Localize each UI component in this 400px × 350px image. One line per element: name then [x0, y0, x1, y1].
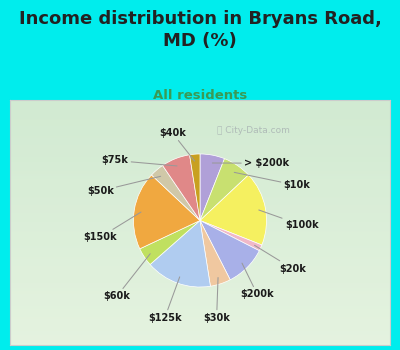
Wedge shape — [152, 166, 200, 220]
Wedge shape — [190, 154, 200, 220]
Text: $60k: $60k — [104, 254, 150, 301]
Wedge shape — [200, 154, 224, 220]
Text: $200k: $200k — [240, 263, 274, 299]
Wedge shape — [163, 155, 200, 220]
Wedge shape — [150, 220, 210, 287]
Text: $75k: $75k — [102, 155, 177, 166]
Wedge shape — [200, 159, 248, 220]
Text: ⓘ City-Data.com: ⓘ City-Data.com — [217, 126, 290, 135]
Text: Income distribution in Bryans Road,
MD (%): Income distribution in Bryans Road, MD (… — [18, 10, 382, 50]
Text: $10k: $10k — [234, 172, 310, 190]
Text: $125k: $125k — [148, 277, 182, 322]
Text: $100k: $100k — [259, 210, 318, 230]
Text: $40k: $40k — [159, 128, 194, 161]
Wedge shape — [200, 220, 259, 280]
Wedge shape — [200, 220, 262, 251]
Text: $150k: $150k — [83, 212, 141, 242]
Wedge shape — [200, 175, 266, 245]
Wedge shape — [134, 175, 200, 249]
Wedge shape — [200, 220, 230, 286]
Text: $30k: $30k — [203, 278, 230, 322]
Text: All residents: All residents — [153, 89, 247, 102]
Wedge shape — [140, 220, 200, 265]
Text: $50k: $50k — [87, 176, 161, 196]
Text: $20k: $20k — [254, 245, 306, 274]
Text: > $200k: > $200k — [212, 158, 289, 168]
